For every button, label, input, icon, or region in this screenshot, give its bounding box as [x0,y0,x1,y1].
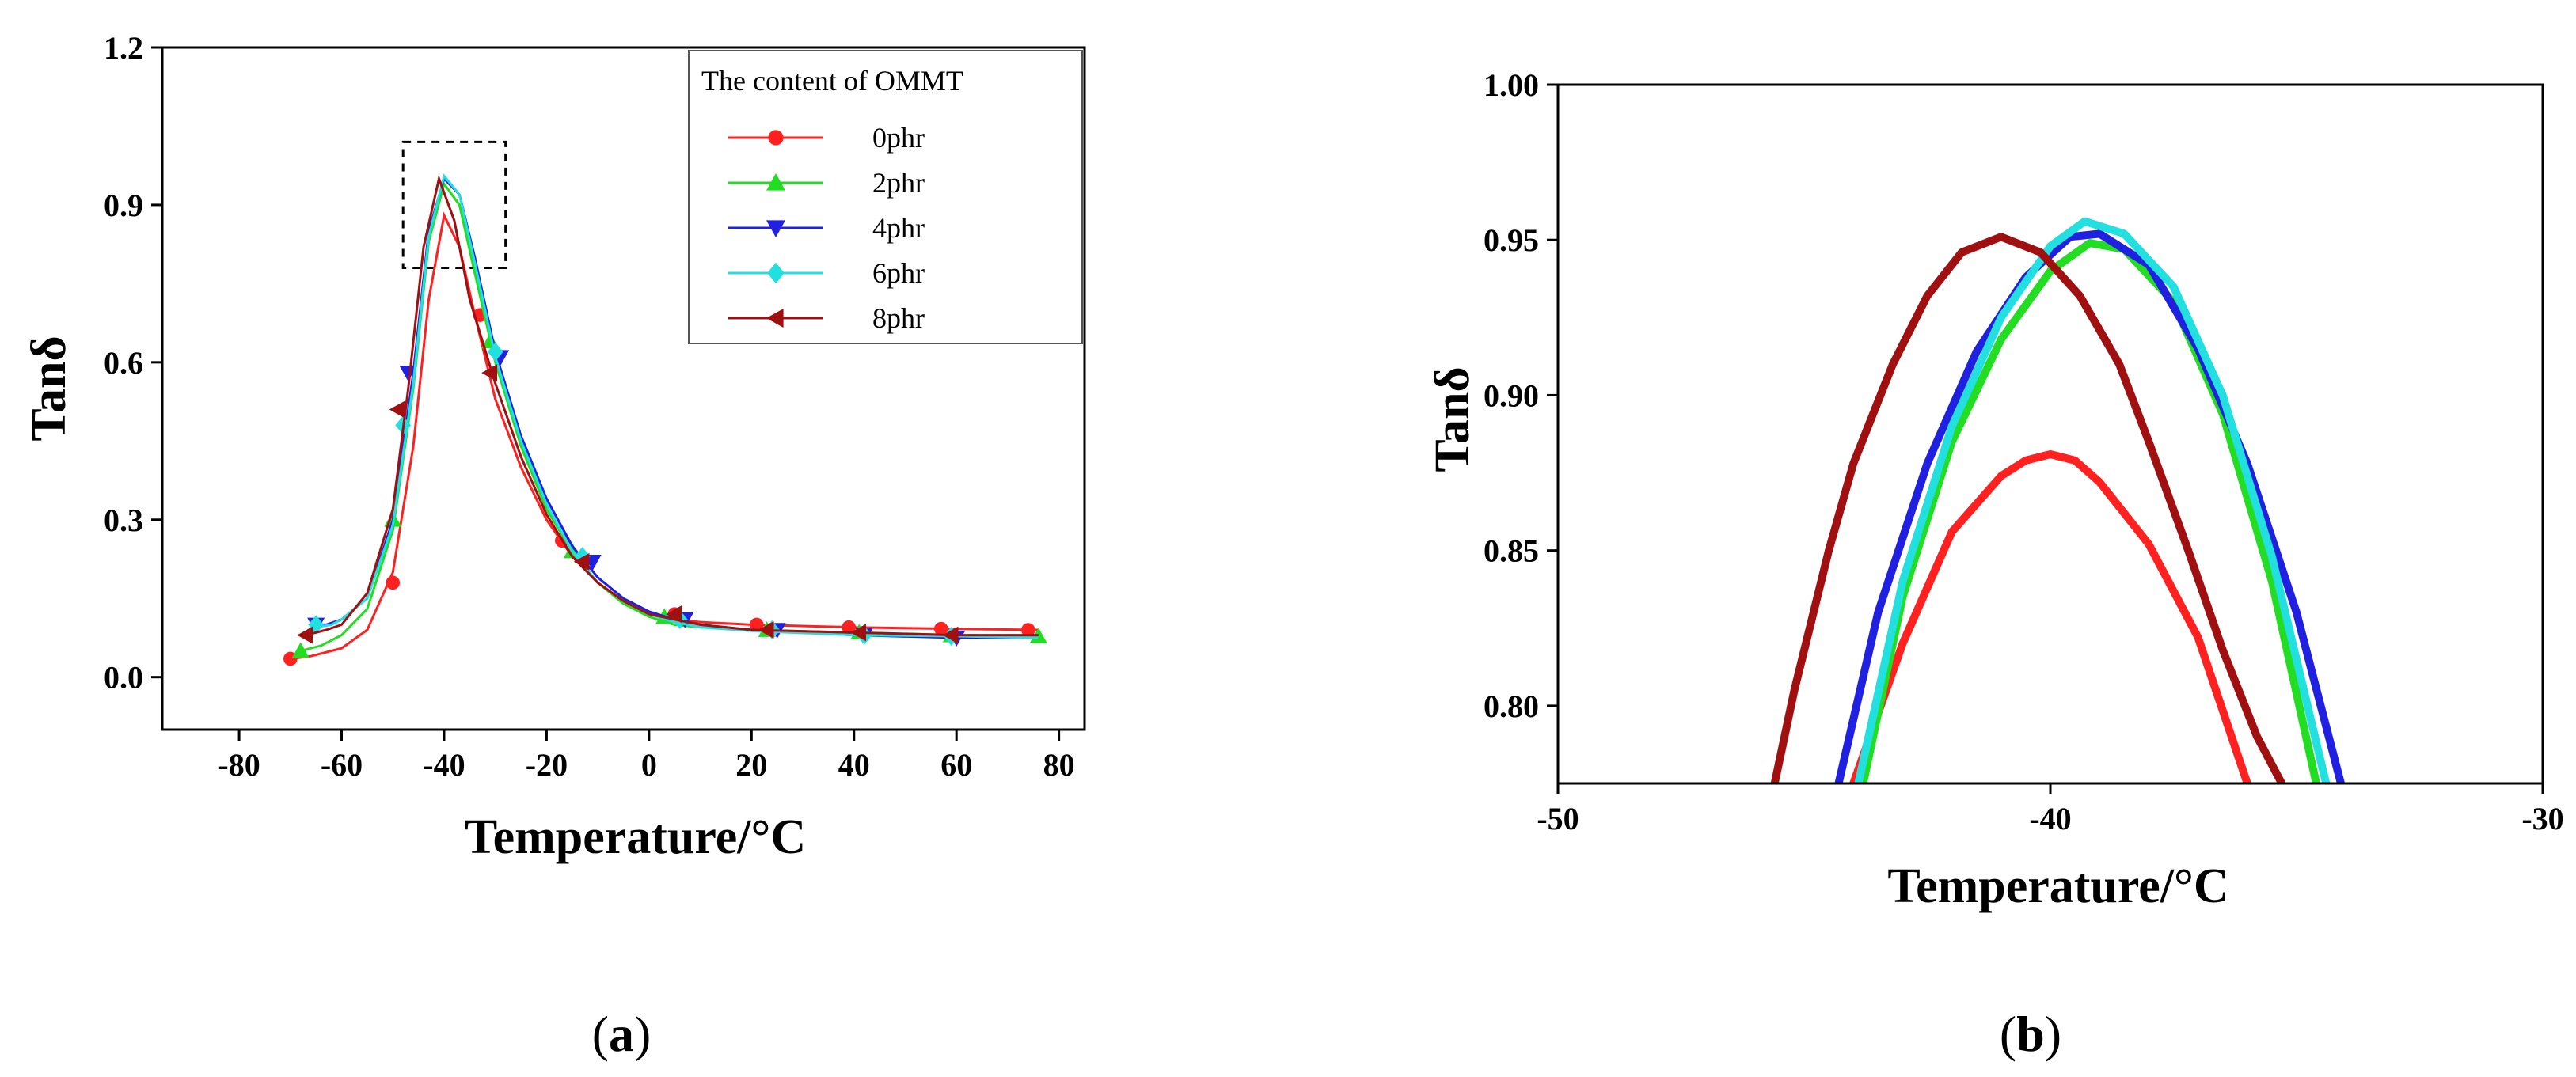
series-line-8phr [305,174,1039,637]
panel-a-chart: -80 -60 -40 -20 0 20 40 60 80 0.0 0.3 0.6 0.9 1.2 Temp… [22,30,1086,864]
legend-label-2phr: 2phr [872,167,925,199]
legend-marker-8phr [766,309,784,328]
data-point-2phr [291,642,310,658]
y-axis-label: Tanδ [1426,366,1480,472]
caption-letter: a [609,1006,634,1062]
y-tick-label: 0.80 [1484,688,1539,724]
series-line-4phr [1834,229,2345,783]
data-point-6phr [487,342,503,362]
x-axis-label: Temperature/°C [1887,859,2228,913]
x-tick-label: 80 [1043,747,1075,783]
x-tick-label: -30 [2521,801,2563,836]
data-point-8phr [758,621,774,639]
x-tick-label: 20 [735,747,767,783]
y-tick-label: 0.90 [1484,377,1539,413]
data-point-8phr [297,626,313,644]
x-tick-label: -80 [218,747,260,783]
x-tick-label: -20 [526,747,568,783]
legend-marker-4phr [766,220,785,237]
panel-b-chart: -50 -40 -30 0.80 0.85 0.90 0.95 1.00 Temperature… [1426,67,2564,913]
y-tick-label: 1.00 [1484,67,1539,103]
y-tick-label: 0.0 [104,660,143,696]
caption-letter: b [2016,1006,2045,1062]
data-point-8phr [850,624,867,642]
data-point-8phr [481,364,498,382]
plot-frame [1556,83,2544,785]
x-tick-label: -40 [423,747,465,783]
series-line-6phr [1854,217,2331,783]
data-point-8phr [389,400,405,419]
series-line-2phr [1859,239,2320,783]
x-tick-label: -40 [2029,801,2071,836]
data-point-0phr [386,575,401,590]
legend-marker-6phr [767,262,785,284]
x-tick-label: -60 [321,747,363,783]
caption-open-paren: ( [2000,1006,2016,1062]
data-point-8phr [666,605,682,624]
series-line-0phr [1849,450,2251,783]
y-tick-label: 0.9 [104,188,143,223]
data-point-8phr [573,552,590,571]
caption-open-paren: ( [592,1006,609,1062]
legend-label-8phr: 8phr [872,302,925,334]
caption-close-paren: ) [634,1006,651,1062]
plot-frame [161,46,1086,731]
y-tick-label: 0.6 [104,345,143,381]
series-line-8phr [1770,233,2286,783]
x-tick-label: 0 [641,747,657,783]
data-point-0phr [749,617,764,632]
series-line-0phr [290,211,1039,660]
legend-box [688,50,1083,344]
legend-label-4phr: 4phr [872,212,925,244]
panel-b-caption: (b) [2000,1006,2061,1062]
data-point-0phr [1021,623,1035,637]
legend-title: The content of OMMT [701,65,963,97]
data-point-4phr [399,366,417,382]
x-axis-label: Temperature/°C [465,810,806,864]
data-point-8phr [942,626,959,644]
legend-label-0phr: 0phr [872,122,925,154]
y-tick-label: 0.3 [104,502,143,538]
y-tick-label: 1.2 [104,30,143,66]
y-tick-label: 0.95 [1484,222,1539,258]
data-point-0phr [933,621,948,636]
x-tick-label: 40 [838,747,870,783]
legend-marker-2phr [766,173,785,191]
x-tick-label: 60 [940,747,972,783]
zoom-region-box [401,140,507,269]
x-tick-label: -50 [1537,801,1579,836]
caption-close-paren: ) [2045,1006,2061,1062]
y-axis-label: Tanδ [22,336,76,441]
series-line-6phr [315,173,1039,639]
legend-label-6phr: 6phr [872,257,925,289]
panel-a-caption: (a) [592,1006,652,1062]
y-tick-label: 0.85 [1484,533,1539,569]
legend-marker-0phr [768,130,784,146]
data-point-0phr [842,620,857,635]
